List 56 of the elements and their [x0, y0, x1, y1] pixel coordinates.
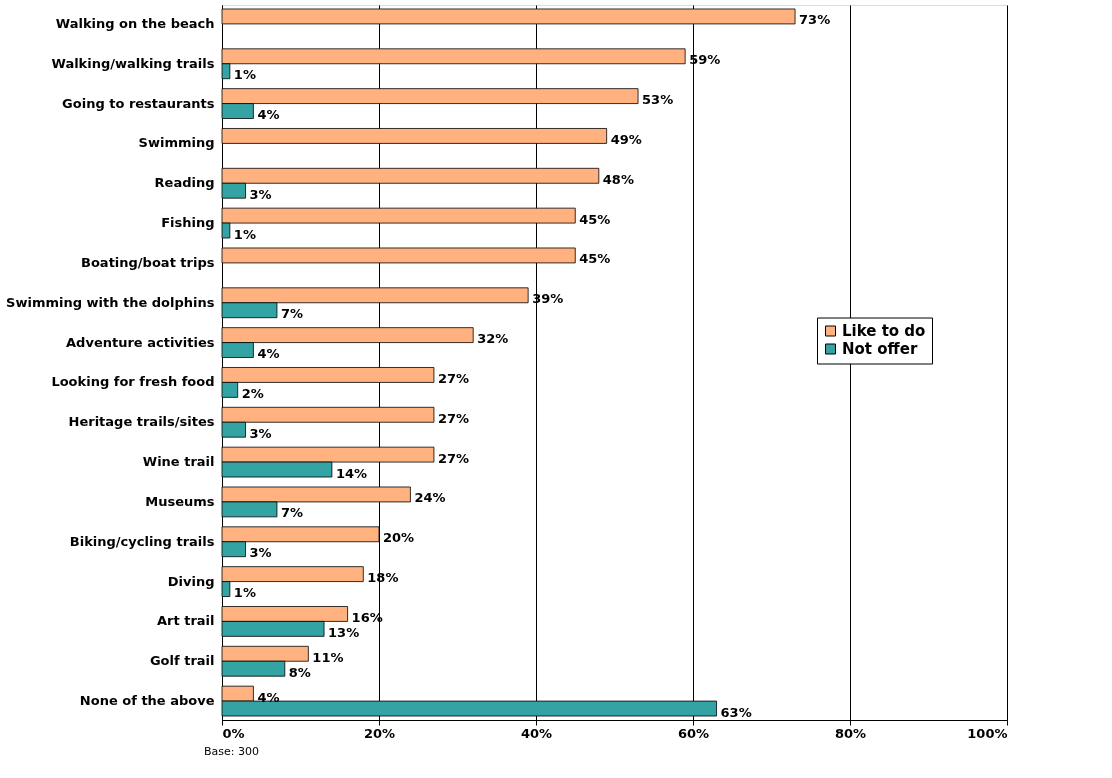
data-label: 4% [257, 346, 280, 362]
y-tick-label: Adventure activities [66, 334, 215, 350]
x-tick-label: 20% [363, 725, 396, 741]
data-label: 11% [312, 649, 344, 665]
data-label: 1% [233, 585, 256, 601]
data-label: 45% [579, 211, 611, 227]
data-label: 3% [249, 425, 272, 441]
data-label: 2% [241, 385, 264, 401]
y-tick-label: Reading [154, 175, 215, 191]
data-label: 27% [437, 410, 470, 426]
data-label: 7% [280, 505, 304, 521]
data-label: 73% [799, 12, 831, 28]
y-tick-label: Diving [167, 573, 215, 589]
data-label: 49% [610, 131, 642, 147]
data-label: 20% [383, 530, 415, 546]
text: Base: 300 [204, 745, 259, 758]
data-label: 27% [437, 450, 470, 466]
x-tick-label: 0% [222, 725, 245, 741]
data-label: 32% [477, 331, 509, 347]
y-tick-label: Fishing [161, 215, 215, 231]
data-label: 4% [257, 689, 280, 705]
data-label: 13% [328, 624, 360, 640]
data-label: 53% [642, 92, 674, 108]
data-label: 24% [414, 490, 446, 506]
x-tick-label: 80% [834, 725, 867, 741]
data-label: 8% [288, 664, 311, 680]
legend-label: Like to do [842, 322, 926, 340]
y-tick-label: Heritage trails/sites [68, 414, 215, 430]
y-tick-label: Biking/cycling trails [69, 533, 215, 549]
data-label: 14% [335, 465, 368, 481]
x-tick-label: 60% [677, 725, 710, 741]
y-tick-label: Art trail [156, 613, 215, 629]
data-label: 45% [579, 251, 611, 267]
data-label: 3% [249, 186, 272, 202]
x-tick-label: 40% [520, 725, 553, 741]
legend-label: Not offer [842, 340, 918, 358]
data-label: 3% [249, 545, 272, 561]
y-tick-label: Looking for fresh food [51, 374, 215, 390]
y-tick-label: Boating/boat trips [81, 254, 215, 270]
y-tick-label: Walking on the beach [55, 15, 215, 31]
y-tick-label: Swimming [138, 135, 215, 151]
data-label: 7% [280, 306, 304, 322]
y-tick-label: Museums [145, 493, 215, 509]
data-label: 63% [720, 704, 752, 720]
x-tick-label: 100% [967, 725, 1008, 741]
data-label: 1% [233, 67, 256, 83]
data-label: 48% [602, 171, 634, 187]
y-tick-label: None of the above [79, 693, 215, 709]
y-tick-label: Wine trail [142, 454, 215, 470]
y-tick-label: Going to restaurants [62, 95, 215, 111]
y-tick-label: Swimming with the dolphins [6, 294, 215, 310]
y-tick-label: Walking/walking trails [51, 55, 215, 71]
data-label: 4% [257, 107, 280, 123]
y-tick-label: Golf trail [149, 653, 215, 669]
data-label: 27% [437, 370, 470, 386]
data-label: 1% [233, 226, 256, 242]
